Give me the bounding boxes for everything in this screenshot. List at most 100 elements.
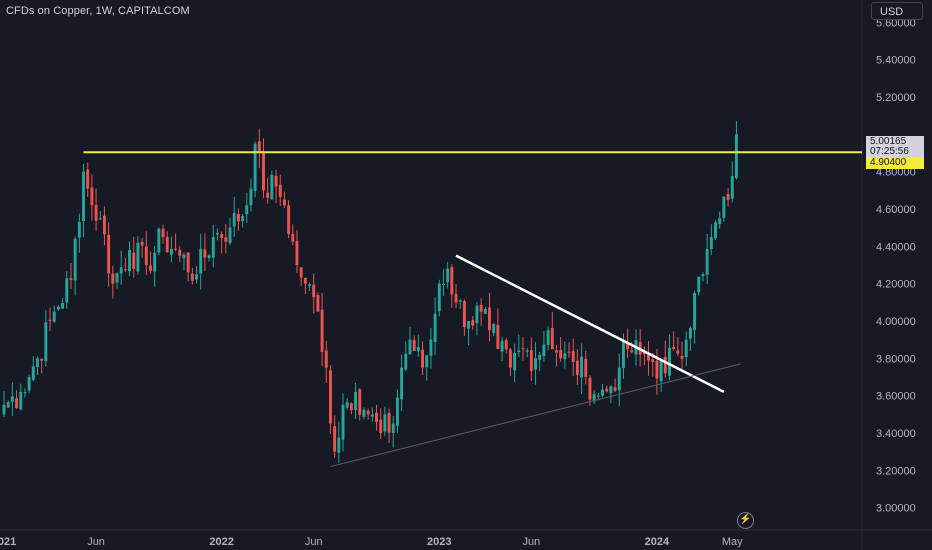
last-price-label: 5.00165	[866, 136, 924, 148]
candle-body	[295, 241, 299, 265]
candle-body	[253, 143, 257, 191]
candle-body	[370, 414, 374, 417]
candle-body	[663, 356, 667, 374]
candle-body	[379, 419, 383, 433]
candle-body	[136, 242, 140, 272]
y-tick-label: 5.60000	[876, 17, 916, 29]
chart-title: CFDs on Copper, 1W, CAPITALCOM	[6, 5, 190, 17]
candle-body	[467, 320, 471, 329]
candle-body	[90, 187, 94, 206]
x-tick-label: Jun	[522, 536, 540, 548]
candle-body	[496, 325, 500, 349]
candle-body	[684, 339, 688, 358]
candle-body	[651, 359, 655, 363]
y-tick-label: 4.80000	[876, 167, 916, 179]
candle-body	[27, 377, 31, 391]
candle-body	[647, 353, 651, 361]
candle-body	[73, 238, 77, 281]
candle-body	[492, 323, 496, 334]
candle-body	[203, 249, 207, 258]
candle-body	[362, 409, 366, 417]
candle-body	[140, 241, 144, 246]
candle-body	[282, 199, 286, 206]
candle-body	[349, 403, 353, 411]
currency-button[interactable]: USD	[871, 2, 923, 20]
candle-body	[161, 228, 165, 238]
candle-body	[44, 322, 48, 362]
y-tick-label: 4.00000	[876, 316, 916, 328]
y-tick-label: 3.00000	[876, 503, 916, 515]
candle-body	[65, 278, 69, 303]
candle-body	[580, 356, 584, 378]
candle-body	[6, 402, 10, 408]
candle-body	[462, 301, 466, 328]
candle-body	[287, 205, 291, 235]
candle-body	[709, 237, 713, 249]
candle-body	[421, 349, 425, 368]
candle-body	[94, 205, 98, 221]
candle-body	[358, 389, 362, 415]
candle-body	[387, 412, 391, 433]
candle-body	[542, 344, 546, 357]
candle-body	[609, 386, 613, 394]
candle-body	[479, 305, 483, 312]
candle-body	[220, 234, 224, 239]
candle-body	[337, 437, 341, 453]
candle-body	[471, 320, 475, 326]
candle-body	[676, 350, 680, 354]
candle-body	[412, 340, 416, 352]
candle-body	[40, 358, 44, 361]
candle-body	[626, 343, 630, 349]
candle-body	[182, 254, 186, 259]
candle-body	[316, 295, 320, 312]
y-tick-label: 4.20000	[876, 279, 916, 291]
candle-body	[404, 353, 408, 370]
candle-body	[157, 228, 161, 253]
candle-body	[559, 349, 563, 359]
candle-body	[613, 387, 617, 391]
descending-trend-line	[455, 254, 725, 394]
candle-body	[278, 184, 282, 197]
candle-body	[546, 330, 550, 346]
candle-body	[312, 284, 316, 298]
candle-body	[119, 267, 123, 274]
candle-body	[718, 218, 722, 225]
candle-body	[262, 152, 265, 191]
candle-body	[107, 234, 111, 274]
candle-body	[333, 426, 337, 452]
candle-body	[241, 215, 245, 222]
ascending-support-line	[330, 363, 741, 468]
candle-body	[529, 350, 533, 372]
candle-body	[308, 284, 311, 286]
y-tick-label: 3.60000	[876, 391, 916, 403]
candle-body	[458, 300, 462, 302]
candle-body	[19, 391, 23, 410]
y-tick-label: 3.20000	[876, 465, 916, 477]
candle-body	[605, 388, 609, 392]
candle-body	[454, 293, 458, 303]
candle-body	[257, 141, 261, 153]
candle-body	[123, 269, 127, 271]
candle-body	[61, 303, 65, 309]
candle-body	[383, 414, 387, 432]
candle-body	[270, 174, 274, 200]
candle-body	[165, 236, 169, 253]
candle-body	[446, 268, 450, 283]
candle-body	[722, 196, 726, 218]
candle-body	[672, 346, 676, 349]
candle-body	[299, 267, 303, 278]
candle-body	[190, 273, 194, 281]
candle-body	[483, 308, 487, 314]
candle-body	[345, 402, 349, 408]
candle-body	[324, 350, 328, 368]
tradingview-lightning-icon[interactable]: ⚡	[737, 512, 754, 529]
candle-body	[186, 252, 190, 273]
candle-body	[128, 250, 132, 272]
candle-body	[655, 360, 659, 379]
candle-body	[391, 423, 395, 434]
candle-body	[328, 370, 332, 424]
candle-body	[450, 267, 454, 295]
candle-body	[567, 351, 571, 353]
x-tick-label: 2022	[209, 536, 233, 548]
